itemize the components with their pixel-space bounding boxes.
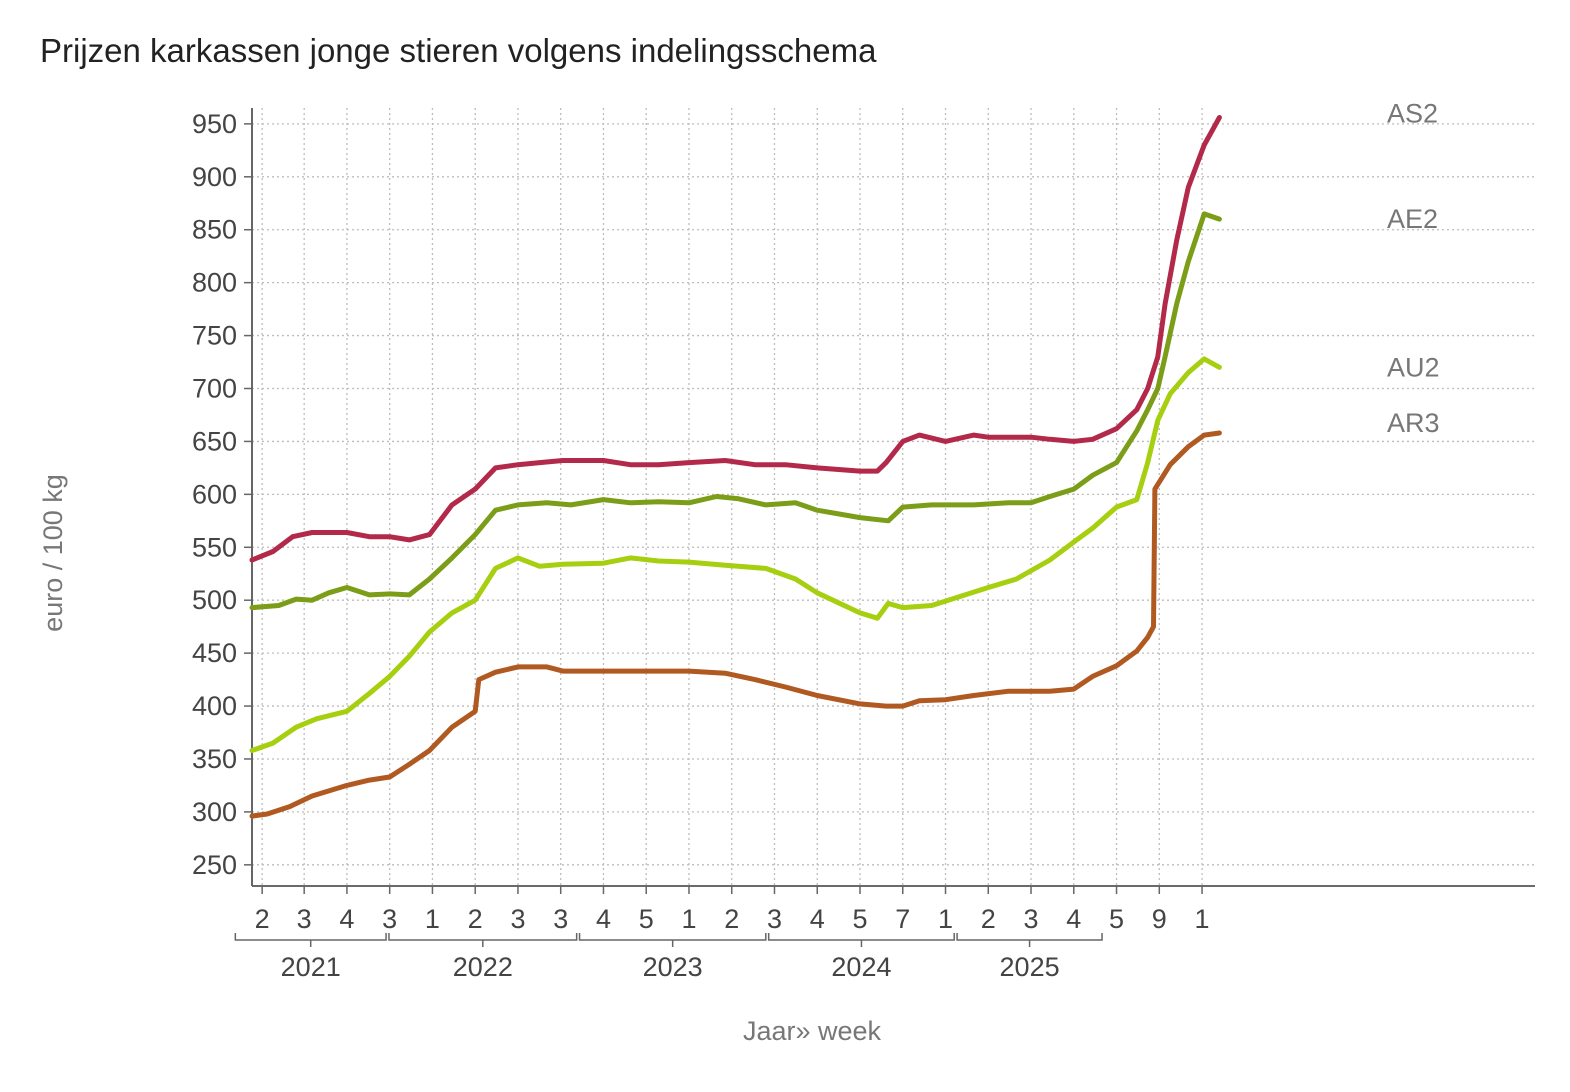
y-tick-label: 500: [192, 585, 237, 615]
x-tick-label: 3: [382, 904, 397, 934]
x-axis-year-groups: 2021 2022 2023 2024 2025: [234, 933, 1103, 982]
year-bracket: [767, 933, 955, 941]
series-label-au2: AU2: [1387, 352, 1440, 382]
x-tick-label: 3: [553, 904, 568, 934]
grid-lines: [252, 108, 1535, 886]
y-tick-label: 750: [192, 321, 237, 351]
y-tick-label: 850: [192, 215, 237, 245]
x-tick-label: 4: [596, 904, 611, 934]
x-tick-label: 3: [297, 904, 312, 934]
x-tick-label: 1: [425, 904, 440, 934]
y-tick-label: 300: [192, 797, 237, 827]
year-label: 2025: [1000, 952, 1060, 982]
series-label-as2: AS2: [1387, 99, 1438, 129]
y-axis-title: euro / 100 kg: [38, 474, 68, 632]
year-bracket: [578, 933, 767, 941]
y-tick-label: 900: [192, 162, 237, 192]
year-label: 2023: [643, 952, 703, 982]
year-bracket: [956, 933, 1103, 941]
x-tick-label: 7: [895, 904, 910, 934]
x-tick-label: 4: [339, 904, 354, 934]
year-bracket: [388, 933, 578, 941]
series-line-ae2: [249, 211, 1222, 611]
y-tick-label: 350: [192, 744, 237, 774]
x-tick-label: 1: [1195, 904, 1210, 934]
year-label: 2022: [453, 952, 513, 982]
series-line-au2: [249, 356, 1222, 753]
x-tick-label: 1: [681, 904, 696, 934]
x-tick-label: 5: [639, 904, 654, 934]
x-tick-label: 3: [1024, 904, 1039, 934]
x-tick-label: 2: [724, 904, 739, 934]
y-tick-label: 650: [192, 426, 237, 456]
axes: [251, 108, 1535, 887]
x-tick-label: 5: [852, 904, 867, 934]
y-tick-label: 950: [192, 109, 237, 139]
x-tick-label: 2: [255, 904, 270, 934]
series-line-ar3: [249, 430, 1222, 819]
x-tick-label: 9: [1152, 904, 1167, 934]
x-tick-label: 3: [510, 904, 525, 934]
x-tick-label: 2: [981, 904, 996, 934]
y-tick-label: 450: [192, 638, 237, 668]
year-label: 2021: [281, 952, 341, 982]
y-tick-label: 800: [192, 268, 237, 298]
y-tick-label: 400: [192, 691, 237, 721]
series-lines: [249, 115, 1222, 819]
y-tick-label: 250: [192, 850, 237, 880]
x-tick-label: 1: [938, 904, 953, 934]
x-tick-label: 4: [1066, 904, 1081, 934]
year-bracket: [234, 933, 387, 941]
series-label-ar3: AR3: [1387, 408, 1440, 438]
y-axis-ticks: 250 300 350 400 450 500 550 600 650 700 750 800 850 9…: [192, 109, 252, 880]
year-label: 2024: [831, 952, 891, 982]
series-line-as2: [249, 115, 1222, 563]
y-tick-label: 700: [192, 374, 237, 404]
series-label-ae2: AE2: [1387, 204, 1438, 234]
y-tick-label: 550: [192, 532, 237, 562]
x-tick-label: 2: [468, 904, 483, 934]
y-tick-label: 600: [192, 479, 237, 509]
series-labels: AS2 AE2 AU2 AR3: [1387, 99, 1440, 438]
x-tick-label: 3: [767, 904, 782, 934]
chart-title: Prijzen karkassen jonge stieren volgens …: [40, 32, 877, 69]
x-tick-label: 5: [1109, 904, 1124, 934]
x-axis-title: Jaar» week: [743, 1016, 882, 1046]
x-tick-label: 4: [810, 904, 825, 934]
